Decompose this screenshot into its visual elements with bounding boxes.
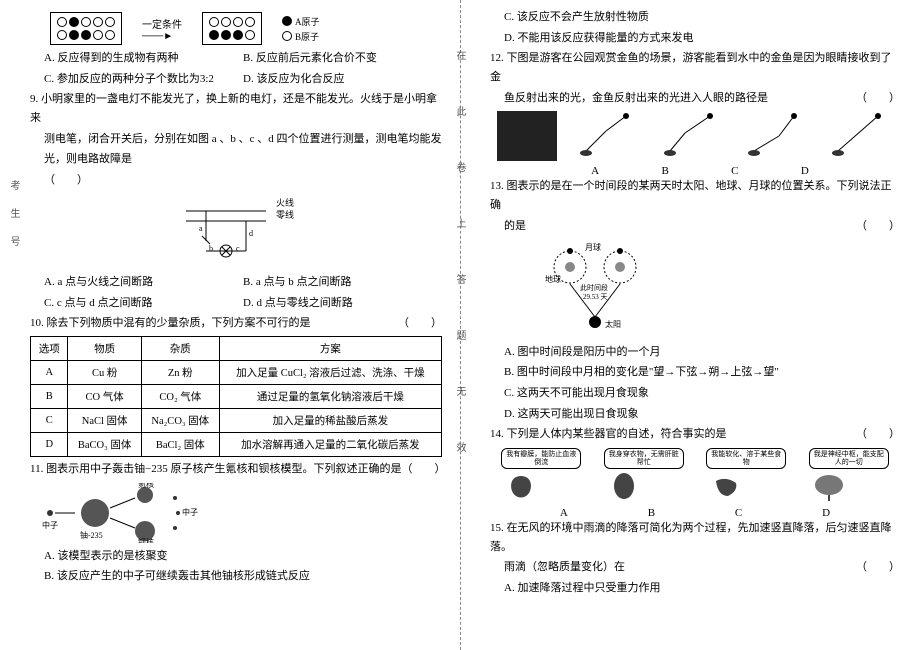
th-1: 物质 (68, 336, 141, 360)
cell: C (31, 408, 68, 432)
legend-a: A原子 (295, 15, 320, 28)
label-b: B (661, 165, 668, 177)
q9-paren: （ ） (30, 171, 442, 190)
q15-opt-a: A. 加速降落过程中只受重力作用 (490, 579, 900, 598)
label-c: C (735, 507, 742, 519)
q9-opt-d: D. d 点与零线之间断路 (243, 294, 442, 313)
label-a: A (591, 165, 599, 177)
cell: 加入足量的稀盐酸后蒸发 (219, 408, 441, 432)
q11-opt-c: C. 该反应不会产生放射性物质 (490, 8, 900, 27)
q11-diagram: 中子 铀-235 氪核 钡核 中子 (30, 483, 442, 543)
q14-figures: 我有瓣膜，能防止血液倒流 我身穿衣物，无需肝脏帮忙 我能软化、溶于某些食物 我是… (490, 448, 900, 503)
cell: 加入足量 CuCl₂ 溶液后过滤、洗涤、干燥 (219, 360, 441, 384)
left-margin-label: 考生号 (6, 180, 21, 264)
q12-labels: A B C D (490, 165, 900, 177)
q15-stem-1: 15. 在无风的环境中雨滴的降落可简化为两个过程，先加速竖直降落，后匀速竖直降落… (490, 519, 900, 556)
th-0: 选项 (31, 336, 68, 360)
scene-thumbnail (497, 111, 557, 161)
q15-paren: （ ） (856, 558, 900, 577)
q10-table: 选项 物质 杂质 方案 ACu 粉Zn 粉加入足量 CuCl₂ 溶液后过滤、洗涤… (30, 336, 442, 457)
cell: 加水溶解再通入足量的二氧化碳后蒸发 (219, 432, 441, 456)
svg-text:火线: 火线 (276, 197, 294, 208)
cell: CO 气体 (68, 384, 141, 408)
q13-opt-a: A. 图中时间段是阳历中的一个月 (490, 343, 900, 362)
q8-opt-c: C. 参加反应的两种分子个数比为3:2 (44, 70, 243, 89)
q13-stem-1: 13. 图表示的是在一个时间段的某两天时太阳、地球、月球的位置关系。下列说法正确 (490, 177, 900, 214)
cell: A (31, 360, 68, 384)
cell: Cu 粉 (68, 360, 141, 384)
svg-text:29.53 天: 29.53 天 (583, 293, 608, 301)
svg-text:零线: 零线 (276, 209, 294, 220)
q8-diagram: 一定条件───► A原子 B原子 (50, 12, 442, 45)
svg-text:钡核: 钡核 (138, 537, 154, 543)
q12-stem-2: 鱼反射出来的光，金鱼反射出来的光进入人眼的路径是 （ ） (490, 89, 900, 108)
q9-opt-a: A. a 点与火线之间断路 (44, 273, 243, 292)
legend-b: B原子 (295, 30, 319, 43)
th-2: 杂质 (141, 336, 219, 360)
cell: CO₂ 气体 (141, 384, 219, 408)
q8-opt-a: A. 反应得到的生成物有两种 (44, 49, 243, 68)
svg-text:地球: 地球 (545, 274, 561, 284)
svg-text:d: d (249, 229, 253, 238)
bubble-c: 我能软化、溶于某些食物 (706, 448, 786, 469)
svg-text:太阳: 太阳 (605, 319, 621, 329)
q9-opt-b: B. a 点与 b 点之间断路 (243, 273, 442, 292)
bubble-b: 我身穿衣物，无需肝脏帮忙 (604, 448, 684, 469)
q14-stem: 14. 下列是人体内某些器官的自述，符合事实的是 （ ） (490, 425, 900, 444)
svg-text:c: c (236, 244, 240, 253)
cell: D (31, 432, 68, 456)
label-d: D (801, 165, 809, 177)
q13-opt-d: D. 这两天可能出现日食现象 (490, 405, 900, 424)
label-a: A (560, 507, 568, 519)
label-c: C (731, 165, 738, 177)
svg-text:此时间段: 此时间段 (580, 283, 608, 292)
svg-text:中子: 中子 (42, 520, 58, 530)
q11-opt-b: B. 该反应产生的中子可继续轰击其他铀核形成链式反应 (30, 567, 442, 586)
q10-paren: （ ） (398, 314, 442, 333)
cell: Na₂CO₃ 固体 (141, 408, 219, 432)
q9-stem-3: 光，则电路故障是 (30, 150, 442, 169)
svg-text:a: a (199, 224, 203, 233)
q11-opt-d: D. 不能用该反应获得能量的方式来发电 (490, 29, 900, 48)
label-b: B (648, 507, 655, 519)
label-d: D (822, 507, 830, 519)
q11-stem: 11. 图表示用中子轰击铀−235 原子核产生氪核和钡核模型。下列叙述正确的是（… (30, 460, 442, 479)
th-3: 方案 (219, 336, 441, 360)
cell: BaCO₃ 固体 (68, 432, 141, 456)
cell: B (31, 384, 68, 408)
q13-opt-c: C. 这两天不可能出现月食现象 (490, 384, 900, 403)
bubble-a: 我有瓣膜，能防止血液倒流 (501, 448, 581, 469)
svg-text:b: b (209, 244, 213, 253)
cell: Zn 粉 (141, 360, 219, 384)
q13-stem-2: 的是 （ ） (490, 217, 900, 236)
q13-opt-b: B. 图中时间段中月相的变化是"望→下弦→朔→上弦→望" (490, 363, 900, 382)
svg-text:月球: 月球 (585, 242, 601, 252)
q9-stem-1: 9. 小明家里的一盏电灯不能发光了，换上新的电灯，还是不能发光。火线于是小明拿来 (30, 90, 442, 127)
cell: 通过足量的氢氧化钠溶液后干燥 (219, 384, 441, 408)
svg-text:铀-235: 铀-235 (80, 530, 103, 540)
q15-stem-2: 雨滴（忽略质量变化）在 （ ） (490, 558, 900, 577)
q9-stem-2: 测电笔，闭合开关后，分别在如图 a 、b 、c 、d 四个位置进行测量，测电笔均… (30, 130, 442, 149)
q13-diagram: 月球 地球 此时间段 29.53 天 太阳 (490, 242, 900, 337)
q12-paren: （ ） (856, 89, 900, 108)
cell: BaCl₂ 固体 (141, 432, 219, 456)
q9-opt-c: C. c 点与 d 点之间断路 (44, 294, 243, 313)
q13-paren: （ ） (856, 217, 900, 236)
q11-opt-a: A. 该模型表示的是核聚变 (30, 547, 442, 566)
arrow-label: 一定条件 (142, 20, 182, 31)
q14-paren: （ ） (856, 425, 900, 444)
bubble-d: 我是神经中枢，能支配人的一切 (809, 448, 889, 469)
q8-opt-d: D. 该反应为化合反应 (243, 70, 442, 89)
q8-opt-b: B. 反应前后元素化合价不变 (243, 49, 442, 68)
q12-figures (490, 111, 900, 161)
svg-text:中子: 中子 (182, 507, 198, 517)
q10-stem: 10. 除去下列物质中混有的少量杂质，下列方案不可行的是 （ ） (30, 314, 442, 333)
cell: NaCl 固体 (68, 408, 141, 432)
right-margin-label: 在 此 卷 上 答 题 无 效 (452, 50, 467, 470)
q12-stem-1: 12. 下图是游客在公园观赏金鱼的场景，游客能看到水中的金鱼是因为眼睛接收到了金 (490, 49, 900, 86)
svg-text:氪核: 氪核 (138, 483, 154, 489)
q9-circuit: 火线 零线 a b c d (166, 194, 306, 269)
q14-labels: A B C D (490, 507, 900, 519)
